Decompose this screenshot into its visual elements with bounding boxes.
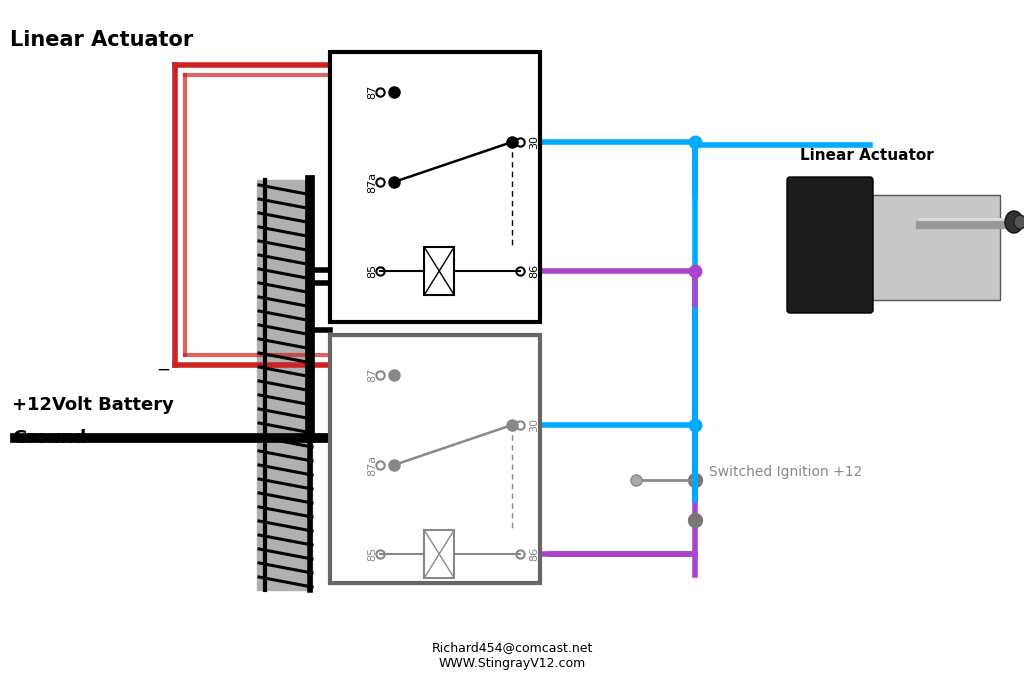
Bar xyxy=(424,530,455,578)
Text: 87a: 87a xyxy=(367,454,377,475)
Text: 30: 30 xyxy=(529,418,539,432)
Text: 86: 86 xyxy=(529,264,539,278)
Text: Linear Actuator: Linear Actuator xyxy=(10,30,194,50)
Text: 85: 85 xyxy=(367,547,377,561)
Text: 30: 30 xyxy=(529,135,539,149)
Text: Switched Ignition +12: Switched Ignition +12 xyxy=(709,465,862,479)
Bar xyxy=(424,247,455,295)
Text: Linear Actuator: Linear Actuator xyxy=(800,148,934,163)
FancyBboxPatch shape xyxy=(787,177,873,313)
Text: +12Volt Battery: +12Volt Battery xyxy=(12,396,174,414)
Ellipse shape xyxy=(1005,211,1023,233)
Text: Richard454@comcast.net: Richard454@comcast.net xyxy=(431,641,593,654)
Bar xyxy=(330,52,540,322)
Text: 87: 87 xyxy=(367,85,377,99)
Bar xyxy=(330,335,540,583)
Ellipse shape xyxy=(1014,215,1024,229)
Bar xyxy=(845,195,1000,300)
Text: WWW.StingrayV12.com: WWW.StingrayV12.com xyxy=(438,657,586,670)
Text: 87: 87 xyxy=(367,368,377,382)
Text: 87a: 87a xyxy=(367,172,377,193)
Text: 85: 85 xyxy=(367,264,377,278)
Text: −: − xyxy=(156,361,170,379)
Text: Ground: Ground xyxy=(12,429,86,447)
Text: 86: 86 xyxy=(529,547,539,561)
